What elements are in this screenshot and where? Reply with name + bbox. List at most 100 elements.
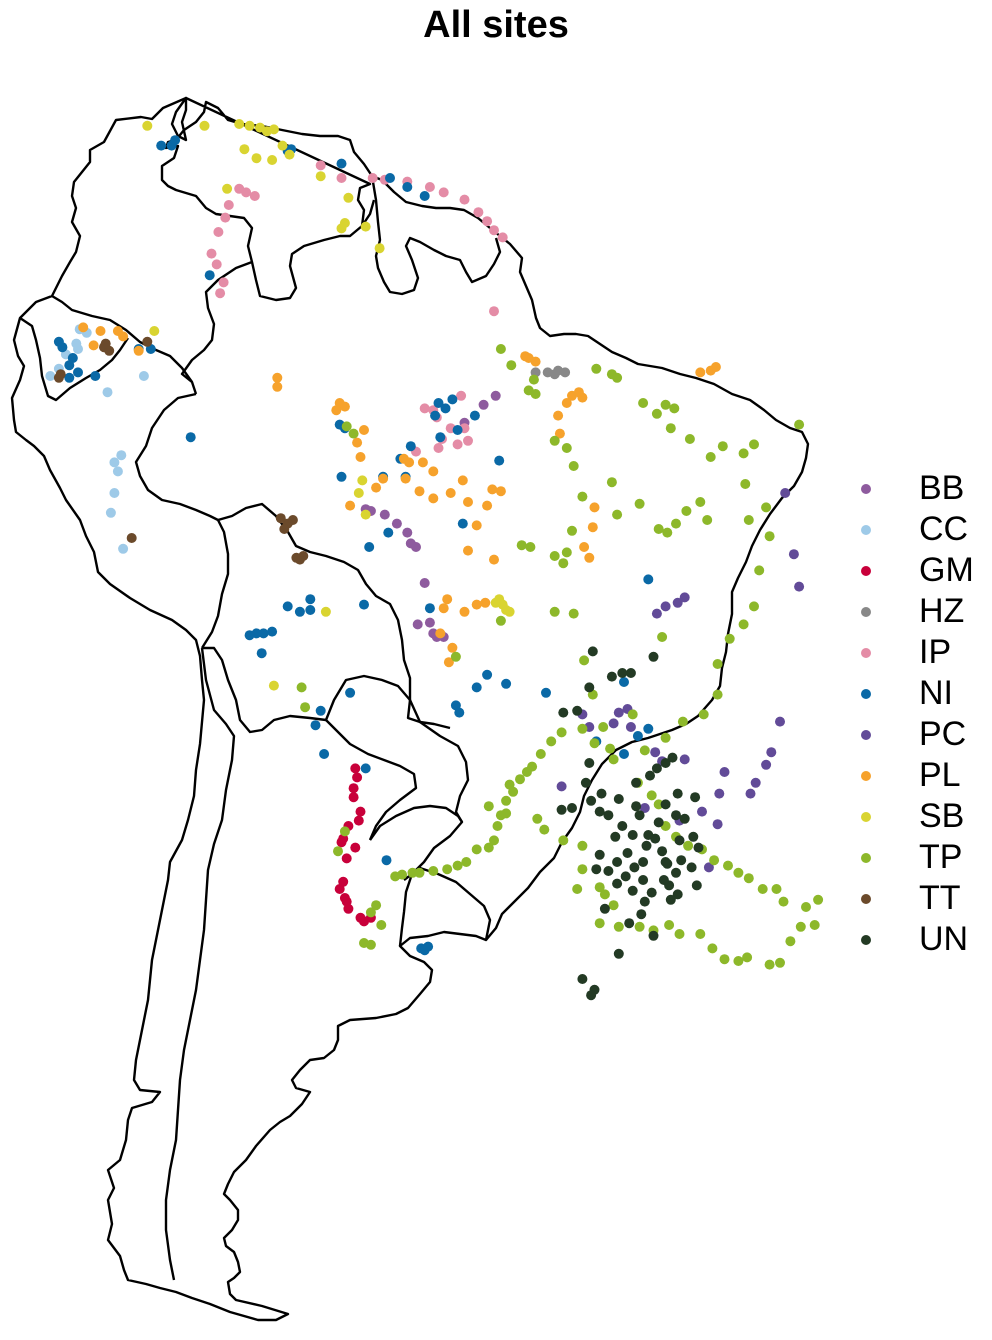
site-point-un: [584, 682, 595, 693]
legend-swatch-cc: [861, 524, 871, 535]
legend-item-un: UN: [855, 919, 990, 960]
site-point-pl: [371, 482, 382, 493]
site-point-pl: [118, 331, 129, 342]
site-point-sb: [315, 171, 326, 182]
site-point-pc: [712, 819, 723, 830]
site-point-tp: [407, 867, 418, 878]
series-un: [556, 646, 704, 1001]
site-point-ni: [454, 707, 465, 718]
site-point-tp: [605, 743, 616, 754]
site-point-tp: [702, 515, 713, 525]
site-point-sb: [277, 140, 288, 151]
site-point-sb: [374, 243, 385, 254]
border-uruguay: [403, 866, 492, 941]
site-point-tp: [813, 894, 824, 905]
site-point-pl: [435, 628, 446, 639]
site-point-pl: [554, 428, 565, 439]
site-point-cc: [138, 371, 149, 381]
site-point-ni: [57, 342, 68, 353]
site-point-tp: [634, 921, 645, 932]
border-peru-brazil: [134, 392, 219, 522]
site-point-un: [613, 948, 624, 959]
site-point-pc: [697, 806, 707, 817]
site-point-tp: [539, 824, 550, 835]
site-point-pc: [780, 488, 791, 498]
legend-item-tt: TT: [855, 878, 990, 919]
site-point-un: [606, 671, 617, 682]
legend-label-ip: IP: [919, 633, 952, 671]
site-point-ni: [419, 191, 430, 201]
site-point-tp: [785, 936, 796, 947]
site-point-tp: [525, 542, 536, 552]
site-point-ni: [447, 394, 458, 405]
site-point-un: [622, 848, 633, 858]
site-point-tp: [608, 900, 619, 911]
site-point-pc: [660, 601, 671, 612]
site-point-tt: [291, 552, 302, 563]
site-point-bb: [478, 399, 489, 410]
site-point-ni: [256, 648, 267, 659]
legend-swatch-un: [861, 934, 871, 945]
site-point-un: [599, 903, 610, 914]
site-point-pc: [703, 862, 714, 873]
site-point-ni: [319, 749, 330, 759]
site-point-pl: [443, 657, 454, 668]
legend-item-ip: IP: [855, 632, 990, 673]
series-ip: [206, 160, 508, 457]
border-chile-argentina: [164, 647, 236, 1281]
legend-label-pc: PC: [919, 715, 967, 753]
site-point-tp: [442, 864, 453, 875]
site-point-un: [567, 803, 577, 813]
site-point-tp: [450, 651, 461, 662]
site-point-un: [612, 878, 623, 889]
site-point-sb: [268, 680, 279, 691]
site-point-un: [671, 810, 681, 821]
site-point-tp: [684, 434, 695, 444]
site-point-gm: [353, 815, 364, 826]
site-point-ni: [310, 720, 321, 731]
site-point-ni: [402, 182, 413, 192]
site-point-sb: [251, 153, 262, 164]
site-point-tp: [489, 835, 499, 846]
site-point-ni: [381, 855, 392, 866]
site-point-tp: [390, 871, 401, 882]
site-point-pl: [471, 520, 482, 531]
legend-swatch-sb: [861, 811, 871, 822]
site-point-un: [558, 707, 569, 718]
site-point-tp: [516, 540, 527, 551]
site-point-pc: [775, 716, 785, 727]
site-point-ni: [170, 135, 181, 146]
site-point-ip: [463, 435, 473, 446]
site-point-ip: [215, 288, 226, 299]
site-point-un: [645, 770, 655, 781]
site-point-tp: [709, 855, 720, 866]
site-point-gm: [350, 842, 361, 853]
site-point-tp: [717, 441, 728, 452]
legend-swatch-ip: [861, 647, 871, 658]
site-point-ip: [489, 225, 499, 236]
site-point-sb: [268, 124, 279, 135]
border-peru-bolivia: [200, 519, 230, 649]
site-point-pl: [482, 500, 493, 511]
site-point-un: [596, 788, 607, 799]
site-point-ni: [383, 527, 394, 538]
site-point-tt: [279, 524, 290, 534]
site-point-un: [660, 799, 671, 810]
site-point-tp: [567, 525, 577, 536]
series-sb: [142, 119, 515, 691]
legend-swatch-tp: [861, 852, 871, 863]
site-point-pl: [345, 500, 356, 511]
border-guianas: [370, 175, 502, 296]
site-point-pc: [639, 803, 650, 813]
site-point-tp: [712, 659, 723, 669]
site-point-un: [688, 831, 699, 842]
series-pc: [556, 488, 805, 873]
site-point-gm: [343, 903, 354, 914]
site-point-sb: [244, 120, 255, 131]
site-point-un: [587, 646, 598, 657]
site-point-ni: [90, 371, 101, 381]
site-point-gm: [348, 792, 359, 803]
site-point-ni: [619, 749, 629, 759]
site-point-pl: [553, 410, 564, 421]
site-point-pl: [463, 545, 473, 556]
